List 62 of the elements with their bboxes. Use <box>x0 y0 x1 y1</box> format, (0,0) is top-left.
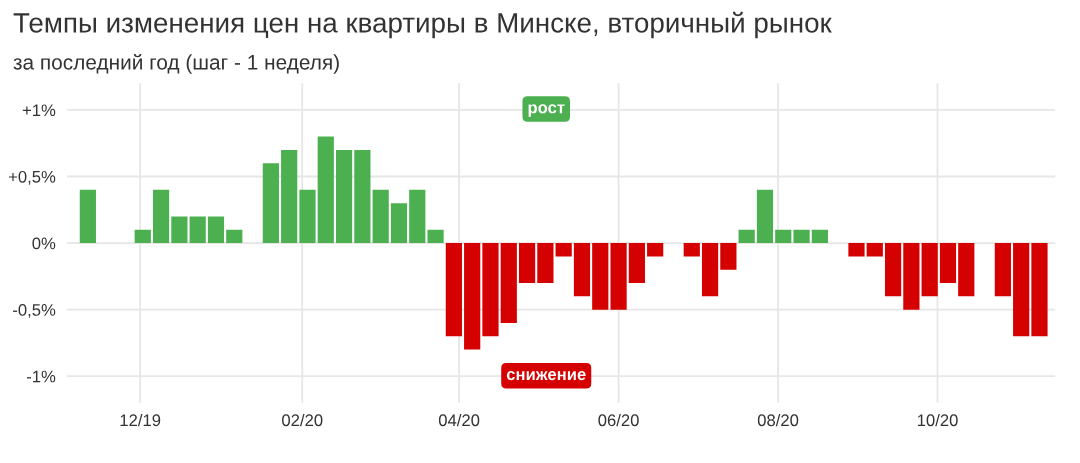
bar <box>518 243 536 284</box>
bar <box>939 243 957 284</box>
bar <box>262 163 279 244</box>
y-tick-label: -1% <box>26 370 56 383</box>
bar <box>811 229 828 244</box>
y-tick-label: 0% <box>32 237 56 250</box>
bar <box>226 229 243 244</box>
bar <box>793 229 810 244</box>
bar <box>134 229 151 244</box>
x-tick-label: 12/19 <box>120 413 161 427</box>
bar <box>1031 243 1048 337</box>
x-tick-label: 02/20 <box>282 413 323 427</box>
bar <box>1013 243 1030 337</box>
y-tick-label: -0,5% <box>13 304 56 318</box>
bar <box>958 243 975 297</box>
bar <box>354 149 371 244</box>
x-tick-label: 06/20 <box>598 413 639 427</box>
bar <box>720 243 737 270</box>
bar <box>317 136 334 244</box>
y-tick-label: +0,5% <box>8 170 56 185</box>
bar <box>152 189 170 244</box>
bar <box>848 243 865 257</box>
bar <box>427 229 444 244</box>
bar <box>610 243 627 310</box>
bar <box>994 243 1011 297</box>
bar <box>775 229 792 244</box>
bar <box>903 243 920 310</box>
bar <box>207 216 225 244</box>
bar <box>409 189 426 244</box>
chart-subtitle: за последний год (шаг - 1 неделя) <box>13 53 339 74</box>
bar <box>281 149 298 244</box>
bar <box>335 149 353 244</box>
bar <box>738 229 755 244</box>
bar <box>592 243 609 310</box>
bar <box>500 243 517 323</box>
bar <box>555 243 572 257</box>
bar <box>866 243 883 257</box>
bar <box>299 189 316 244</box>
bar <box>445 243 462 337</box>
x-tick-label: 04/20 <box>438 413 480 427</box>
bar <box>647 243 664 257</box>
annotation: снижение <box>506 371 586 381</box>
bar <box>390 203 408 244</box>
bar <box>756 189 774 244</box>
bar <box>79 189 96 244</box>
chart-title: Темпы изменения цен на квартиры в Минске, вторичный рынок <box>13 11 832 39</box>
bar <box>189 216 206 244</box>
bar <box>372 189 389 244</box>
x-tick-label: 08/20 <box>757 413 799 427</box>
y-tick-label: +1% <box>22 104 56 117</box>
bar <box>464 243 481 350</box>
x-tick-label: 10/20 <box>917 413 958 427</box>
bar <box>683 243 700 257</box>
bar <box>628 243 645 284</box>
bar <box>171 216 188 244</box>
annotation: рост <box>528 104 565 117</box>
bar <box>537 243 554 284</box>
bar <box>884 243 902 297</box>
bar <box>701 243 719 297</box>
bar <box>482 243 499 337</box>
bar <box>921 243 938 297</box>
bar <box>573 243 591 297</box>
